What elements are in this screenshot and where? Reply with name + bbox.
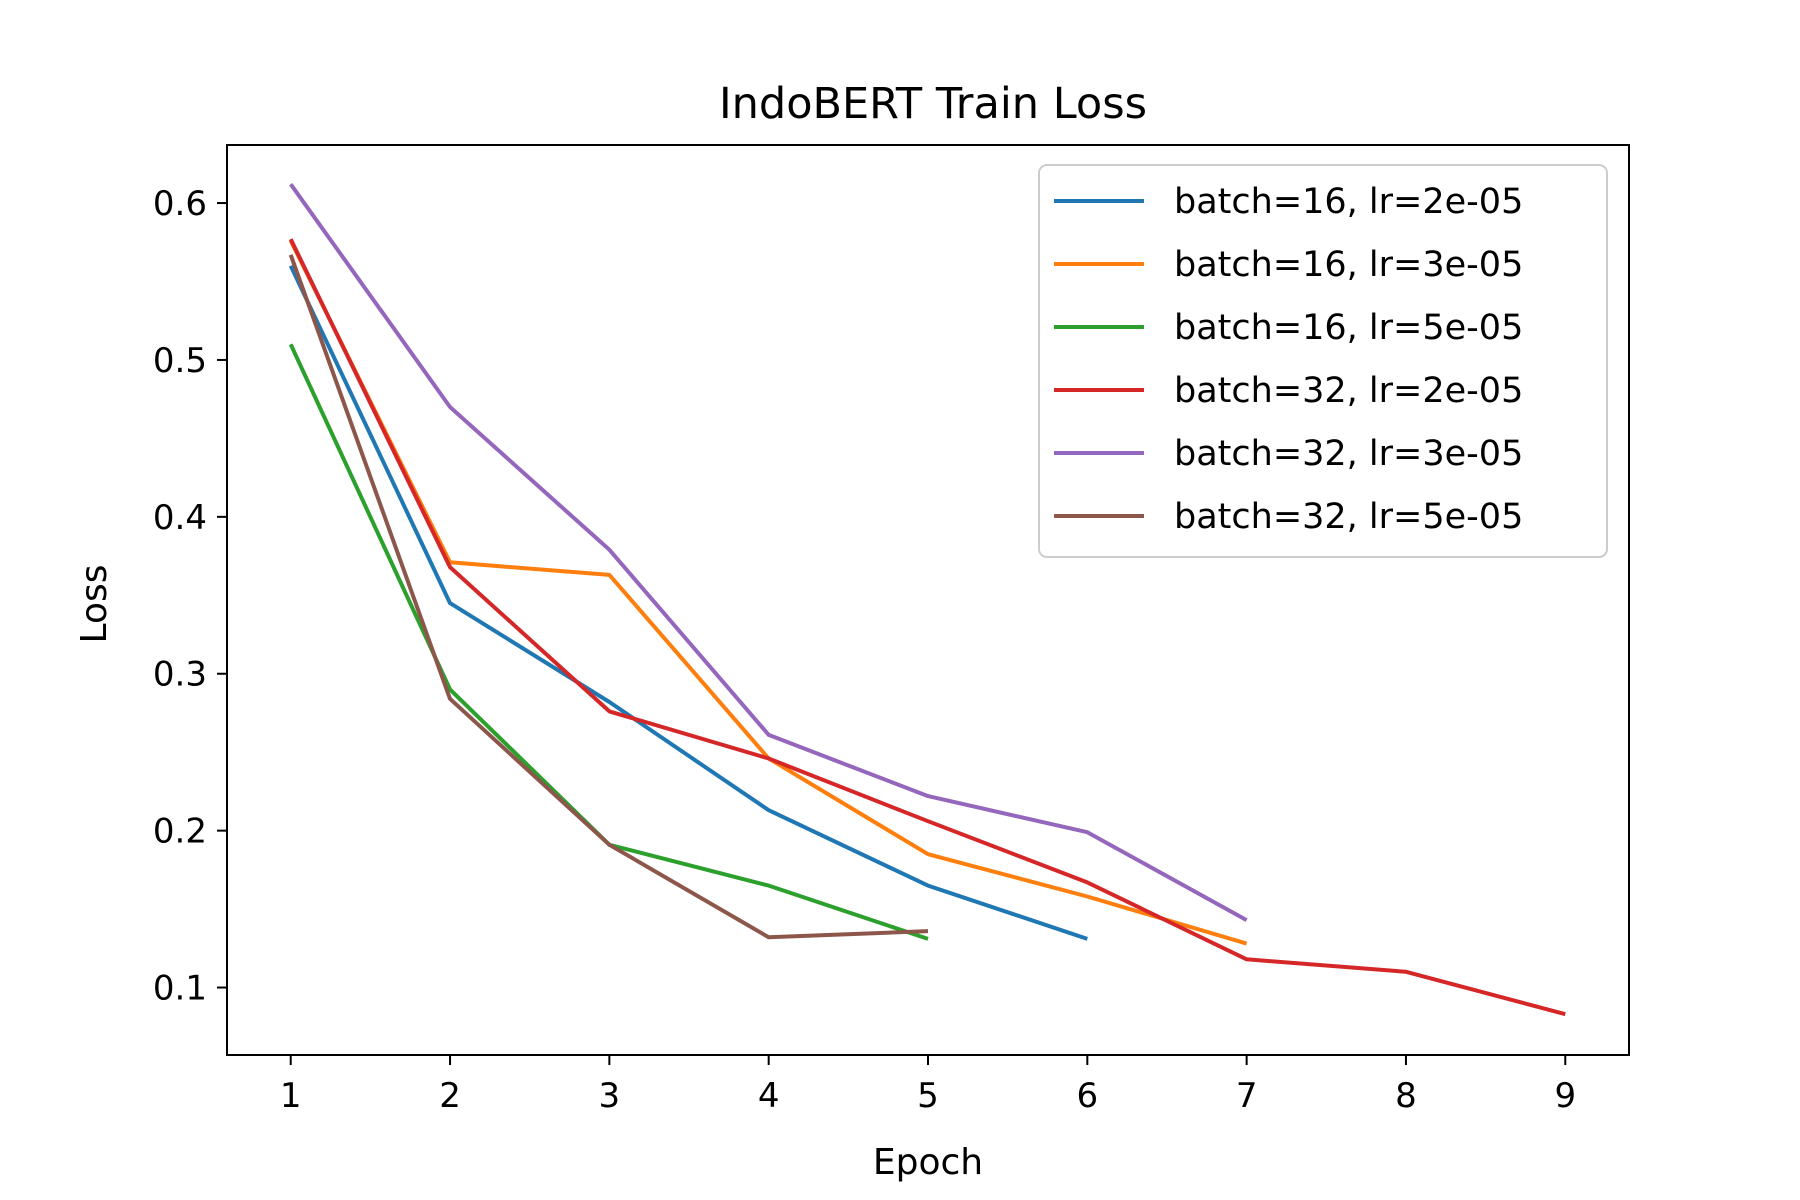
x-tick-label: 7	[1236, 1076, 1258, 1116]
x-tick-label: 5	[917, 1076, 939, 1116]
y-tick-label: 0.6	[153, 184, 207, 224]
y-tick-label: 0.1	[153, 969, 207, 1009]
legend-label: batch=16, lr=5e-05	[1174, 308, 1523, 348]
y-axis-title: Loss	[74, 565, 115, 644]
x-tick-label: 1	[280, 1076, 302, 1116]
legend-label: batch=32, lr=5e-05	[1174, 497, 1523, 537]
x-axis-title: Epoch	[873, 1142, 983, 1183]
x-tick-label: 3	[599, 1076, 621, 1116]
x-tick-label: 9	[1554, 1076, 1576, 1116]
x-tick-label: 2	[439, 1076, 461, 1116]
y-tick-label: 0.4	[153, 498, 207, 538]
y-tick-label: 0.3	[153, 655, 207, 695]
series-line-5	[289, 183, 1248, 922]
series-line-6	[288, 254, 929, 940]
legend-items: batch=16, lr=2e-05 batch=16, lr=3e-05 batc…	[1054, 182, 1523, 537]
legend-label: batch=16, lr=2e-05	[1174, 182, 1523, 222]
y-axis: 0.1 0.2 0.3 0.4 0.5 0.6	[153, 184, 227, 1009]
series-line-1	[288, 264, 1088, 941]
x-tick-label: 6	[1076, 1076, 1098, 1116]
x-tick-label: 4	[758, 1076, 780, 1116]
legend-label: batch=16, lr=3e-05	[1174, 245, 1523, 285]
legend: batch=16, lr=2e-05 batch=16, lr=3e-05 batc…	[1038, 164, 1608, 558]
series-layer	[288, 183, 1566, 1017]
series-line-4	[288, 238, 1566, 1017]
y-tick-label: 0.5	[153, 341, 207, 381]
x-axis: 1 2 3 4 5 6 7 8 9	[280, 1055, 1576, 1116]
x-tick-label: 8	[1395, 1076, 1417, 1116]
legend-box	[1038, 164, 1608, 558]
legend-label: batch=32, lr=3e-05	[1174, 434, 1523, 474]
chart-title: IndoBERT Train Loss	[719, 79, 1147, 129]
legend-label: batch=32, lr=2e-05	[1174, 371, 1523, 411]
y-tick-label: 0.2	[153, 812, 207, 852]
